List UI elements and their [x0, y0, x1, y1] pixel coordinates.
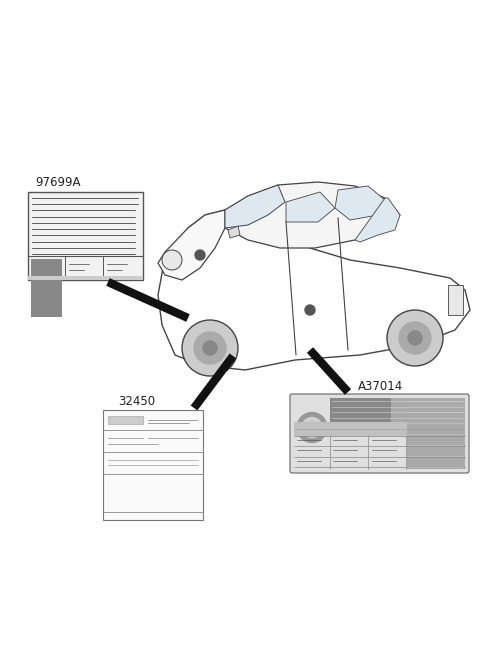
Text: 97699A: 97699A — [35, 176, 81, 189]
Polygon shape — [215, 182, 400, 248]
Bar — [103, 410, 203, 520]
Bar — [391, 398, 465, 422]
Circle shape — [297, 413, 327, 443]
Bar — [28, 276, 143, 280]
Bar — [108, 416, 143, 424]
Polygon shape — [355, 198, 400, 242]
Polygon shape — [228, 226, 240, 238]
Circle shape — [387, 310, 443, 366]
Circle shape — [182, 320, 238, 376]
Circle shape — [203, 341, 217, 355]
Polygon shape — [335, 186, 385, 220]
Polygon shape — [158, 210, 470, 370]
Circle shape — [305, 305, 315, 315]
Bar — [407, 398, 465, 469]
Bar — [28, 192, 143, 280]
Circle shape — [399, 322, 431, 354]
Polygon shape — [286, 192, 335, 222]
Bar — [330, 398, 391, 422]
Text: 32450: 32450 — [118, 395, 155, 408]
Bar — [31, 259, 62, 317]
Polygon shape — [158, 210, 225, 280]
Polygon shape — [225, 185, 285, 228]
Circle shape — [307, 422, 317, 432]
Circle shape — [302, 417, 322, 438]
FancyBboxPatch shape — [290, 394, 469, 473]
Bar — [294, 422, 465, 436]
Circle shape — [408, 331, 422, 345]
Circle shape — [194, 332, 226, 364]
Bar — [448, 285, 463, 315]
Text: A37014: A37014 — [358, 380, 403, 393]
Circle shape — [195, 250, 205, 260]
Circle shape — [162, 250, 182, 270]
